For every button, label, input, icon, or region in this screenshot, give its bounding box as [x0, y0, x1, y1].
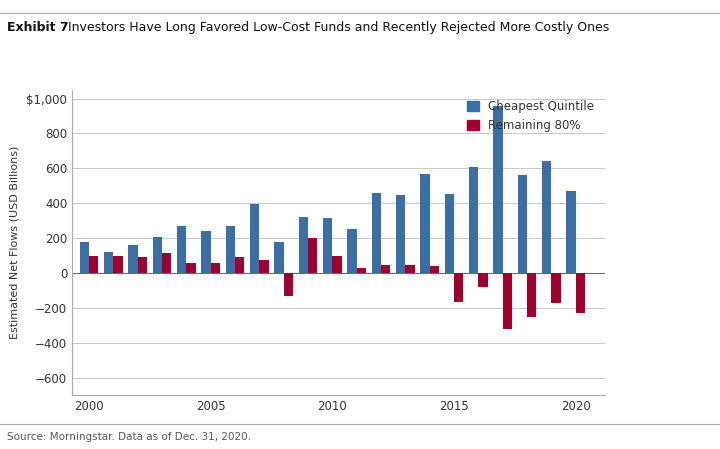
Bar	[469, 167, 478, 273]
Bar	[153, 237, 162, 273]
Y-axis label: Estimated Net Flows (USD Billions): Estimated Net Flows (USD Billions)	[9, 146, 19, 339]
Bar	[235, 257, 244, 273]
Bar	[226, 226, 235, 273]
Bar	[527, 273, 536, 317]
Bar	[202, 231, 211, 273]
Text: Source: Morningstar. Data as of Dec. 31, 2020.: Source: Morningstar. Data as of Dec. 31,…	[7, 432, 251, 442]
Bar	[128, 245, 138, 273]
Bar	[478, 273, 487, 287]
Bar	[259, 260, 269, 273]
Bar	[250, 204, 259, 273]
Bar	[445, 194, 454, 273]
Bar	[493, 106, 503, 273]
Bar	[552, 273, 561, 303]
Bar	[113, 256, 122, 273]
Bar	[104, 252, 113, 273]
Text: Exhibit 7: Exhibit 7	[7, 21, 69, 34]
Bar	[575, 273, 585, 313]
Bar	[162, 253, 171, 273]
Bar	[348, 229, 356, 273]
Bar	[518, 175, 527, 273]
Bar	[323, 218, 333, 273]
Bar	[138, 257, 147, 273]
Bar	[89, 255, 98, 273]
Bar	[396, 195, 405, 273]
Bar	[381, 265, 390, 273]
Bar	[430, 266, 439, 273]
Bar	[420, 174, 430, 273]
Legend: Cheapest Quintile, Remaining 80%: Cheapest Quintile, Remaining 80%	[462, 96, 599, 137]
Bar	[177, 226, 186, 273]
Bar	[356, 268, 366, 273]
Bar	[274, 242, 284, 273]
Text: Investors Have Long Favored Low-Cost Funds and Recently Rejected More Costly One: Investors Have Long Favored Low-Cost Fun…	[60, 21, 609, 34]
Bar	[333, 255, 341, 273]
Bar	[211, 263, 220, 273]
Bar	[299, 217, 308, 273]
Bar	[542, 161, 552, 273]
Bar	[454, 273, 463, 302]
Bar	[186, 263, 196, 273]
Bar	[503, 273, 512, 329]
Bar	[567, 191, 575, 273]
Bar	[372, 193, 381, 273]
Bar	[284, 273, 293, 296]
Bar	[308, 238, 318, 273]
Bar	[80, 242, 89, 273]
Bar	[405, 265, 415, 273]
